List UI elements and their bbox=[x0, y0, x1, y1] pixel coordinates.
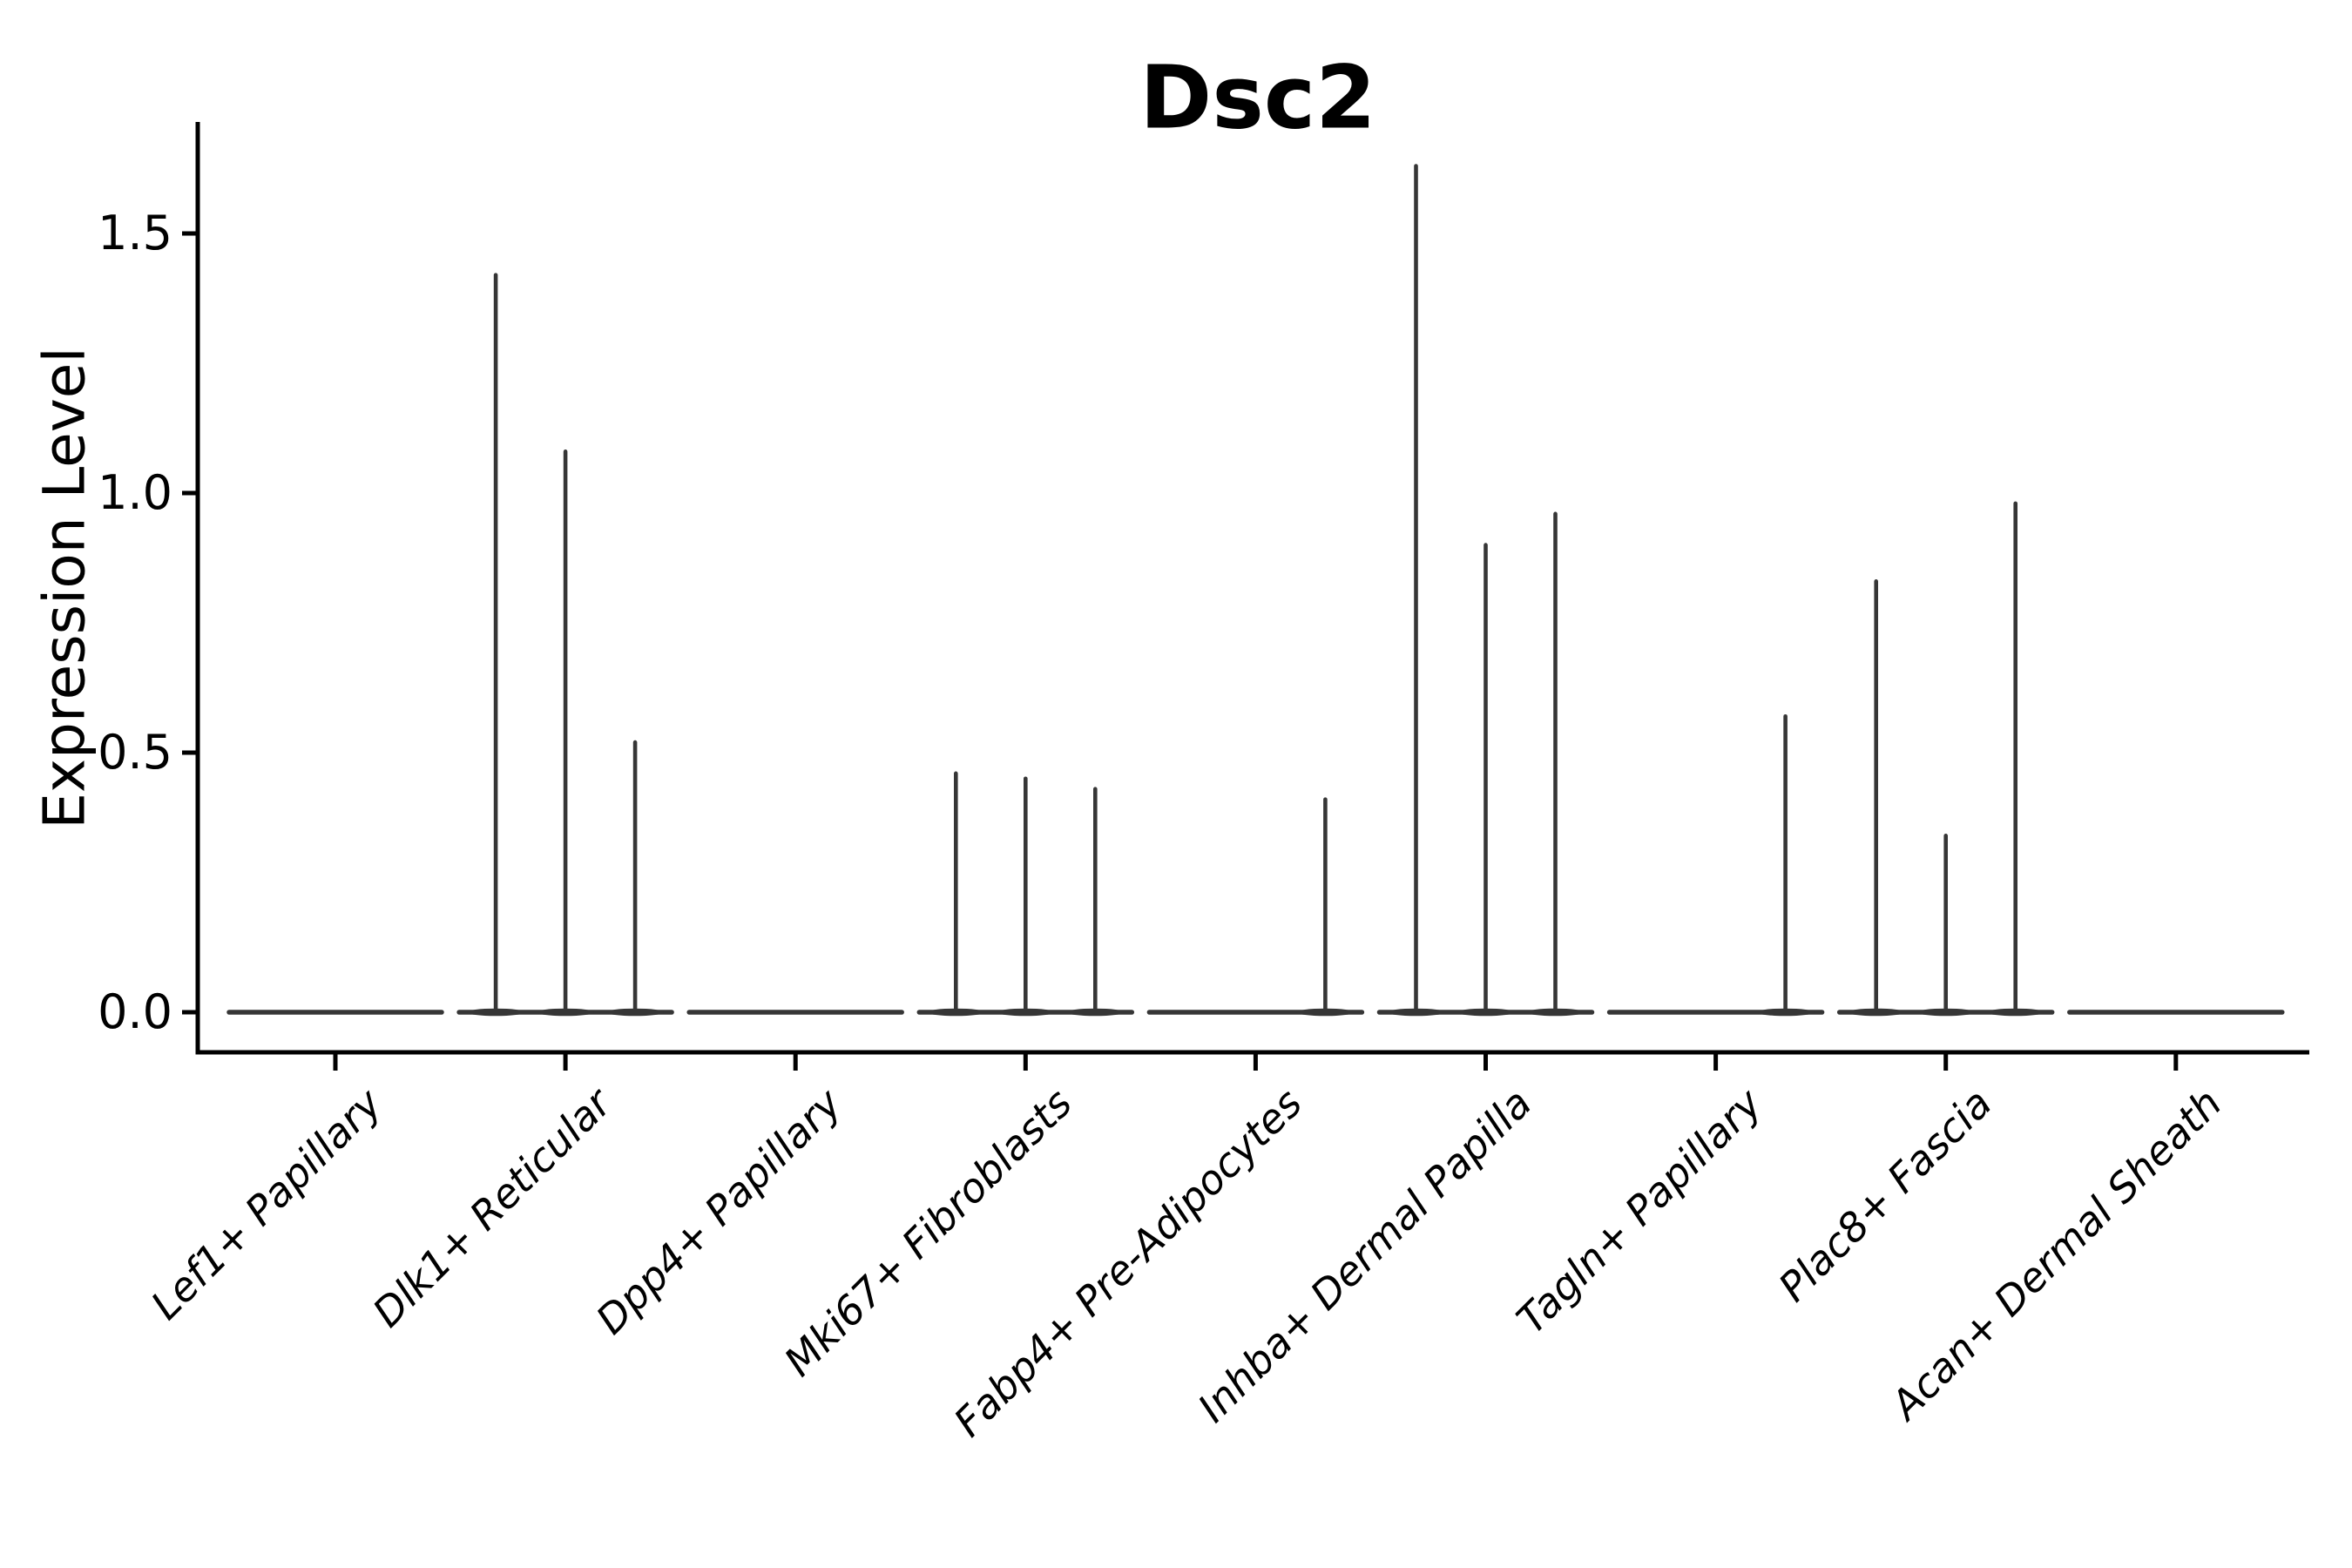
y-axis-label: Expression Level bbox=[30, 347, 98, 829]
y-tick-label: 0.0 bbox=[98, 984, 172, 1039]
y-tick-label: 0.5 bbox=[98, 725, 172, 780]
y-tick-label: 1.0 bbox=[98, 465, 172, 520]
y-tick-label: 1.5 bbox=[98, 206, 172, 260]
chart-title: Dsc2 bbox=[1139, 46, 1376, 149]
